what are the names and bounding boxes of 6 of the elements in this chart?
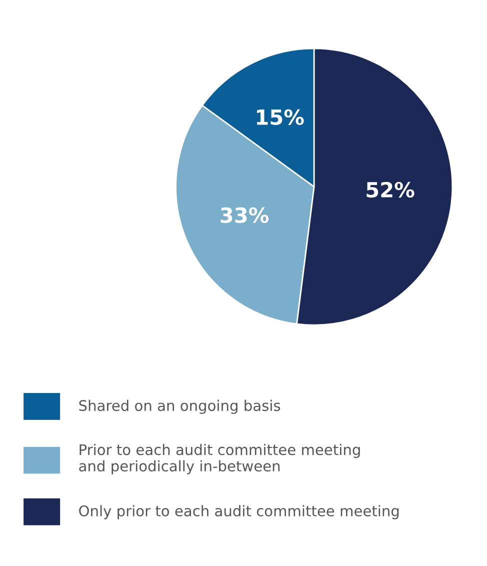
legend-label: Prior to each audit committee meeting and periodically in-between	[79, 444, 360, 474]
legend-label: Only prior to each audit committee meeting	[79, 505, 399, 520]
data-label: 15%	[256, 109, 304, 126]
data-label: 52%	[366, 182, 414, 198]
legend-label: Shared on an ongoing basis	[79, 400, 280, 414]
data-label: 33%	[220, 207, 269, 224]
